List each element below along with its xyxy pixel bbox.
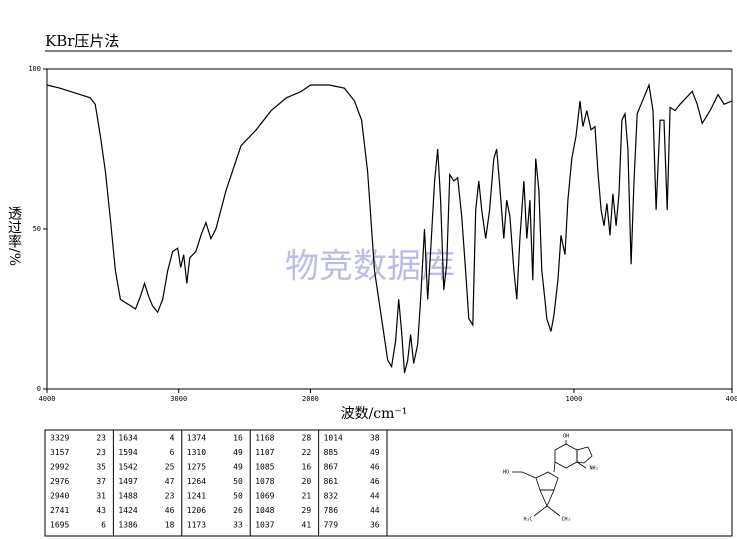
peak-wavenumber: 1497: [118, 477, 137, 486]
peak-transmittance: 6: [170, 448, 175, 457]
peak-transmittance: 44: [370, 506, 380, 515]
peak-wavenumber: 3329: [50, 434, 69, 443]
peak-wavenumber: 1173: [187, 521, 206, 530]
x-tick-label: 4000: [39, 395, 56, 403]
peak-transmittance: 50: [233, 477, 243, 486]
peak-transmittance: 23: [96, 434, 106, 443]
y-tick-label: 50: [33, 225, 41, 233]
y-tick-label: 100: [28, 65, 41, 73]
peak-transmittance: 4: [170, 434, 175, 443]
structure-label: H₃C: [523, 517, 532, 523]
peak-wavenumber: 1634: [118, 434, 137, 443]
peak-wavenumber: 1107: [255, 448, 274, 457]
peak-wavenumber: 1014: [324, 434, 343, 443]
peak-transmittance: 25: [165, 463, 175, 472]
peak-transmittance: 50: [233, 492, 243, 501]
x-tick-label: 3000: [170, 395, 187, 403]
peak-wavenumber: 2976: [50, 477, 69, 486]
y-axis-label: 透过率/%: [6, 206, 22, 266]
structure-label: NH₂: [589, 466, 598, 472]
x-axis-label: 波数/cm⁻¹: [341, 406, 408, 422]
peak-wavenumber: 2992: [50, 463, 69, 472]
peak-transmittance: 47: [165, 477, 175, 486]
peak-transmittance: 35: [96, 463, 106, 472]
peak-transmittance: 31: [96, 492, 106, 501]
peak-transmittance: 41: [302, 521, 312, 530]
x-tick-label: 1000: [565, 395, 582, 403]
peak-wavenumber: 1488: [118, 492, 137, 501]
peak-transmittance: 16: [302, 463, 312, 472]
peak-wavenumber: 1241: [187, 492, 206, 501]
peak-transmittance: 43: [96, 506, 106, 515]
peak-transmittance: 22: [302, 448, 312, 457]
peak-wavenumber: 1078: [255, 477, 274, 486]
y-tick-label: 0: [37, 385, 41, 393]
peak-wavenumber: 779: [324, 521, 339, 530]
peak-transmittance: 18: [165, 521, 175, 530]
peak-transmittance: 44: [370, 492, 380, 501]
peak-transmittance: 49: [233, 448, 243, 457]
peak-transmittance: 37: [96, 477, 106, 486]
peak-wavenumber: 1374: [187, 434, 206, 443]
peak-wavenumber: 1264: [187, 477, 206, 486]
peak-transmittance: 36: [370, 521, 380, 530]
structure-label: CH₃: [561, 517, 570, 523]
peak-wavenumber: 832: [324, 492, 339, 501]
peak-transmittance: 46: [370, 463, 380, 472]
structure-label: HO: [503, 470, 509, 476]
chart-title: KBr压片法: [45, 32, 119, 50]
peak-wavenumber: 1069: [255, 492, 274, 501]
peak-transmittance: 26: [233, 506, 243, 515]
peak-transmittance: 23: [96, 448, 106, 457]
spectrum-line: [46, 82, 733, 374]
peak-wavenumber: 1594: [118, 448, 137, 457]
peak-wavenumber: 1275: [187, 463, 206, 472]
peak-transmittance: 46: [370, 477, 380, 486]
peak-transmittance: 46: [165, 506, 175, 515]
table-frame: [44, 429, 733, 537]
peak-wavenumber: 1424: [118, 506, 137, 515]
x-tick-label: 2000: [302, 395, 319, 403]
peak-transmittance: 33: [233, 521, 243, 530]
peak-wavenumber: 1037: [255, 521, 274, 530]
peak-wavenumber: 786: [324, 506, 339, 515]
structure: [512, 440, 593, 517]
peak-transmittance: 49: [233, 463, 243, 472]
x-tick-label: 400: [726, 395, 737, 403]
peak-wavenumber: 1206: [187, 506, 206, 515]
structure-label: OH: [563, 434, 569, 440]
peak-transmittance: 20: [302, 477, 312, 486]
peak-wavenumber: 861: [324, 477, 339, 486]
peak-wavenumber: 2741: [50, 506, 69, 515]
peak-wavenumber: 1048: [255, 506, 274, 515]
peak-wavenumber: 885: [324, 448, 339, 457]
peak-transmittance: 28: [302, 434, 312, 443]
peak-wavenumber: 3157: [50, 448, 69, 457]
peak-wavenumber: 867: [324, 463, 339, 472]
peak-wavenumber: 1386: [118, 521, 137, 530]
peak-transmittance: 29: [302, 506, 312, 515]
peak-transmittance: 16: [233, 434, 243, 443]
peak-wavenumber: 1695: [50, 521, 69, 530]
peak-transmittance: 6: [101, 521, 106, 530]
peak-wavenumber: 2940: [50, 492, 69, 501]
peak-wavenumber: 1168: [255, 434, 274, 443]
peak-wavenumber: 1542: [118, 463, 137, 472]
peak-transmittance: 21: [302, 492, 312, 501]
peak-wavenumber: 1310: [187, 448, 206, 457]
peak-transmittance: 49: [370, 448, 380, 457]
peak-wavenumber: 1085: [255, 463, 274, 472]
peak-transmittance: 23: [165, 492, 175, 501]
peak-transmittance: 38: [370, 434, 380, 443]
plot-frame: [46, 68, 733, 390]
